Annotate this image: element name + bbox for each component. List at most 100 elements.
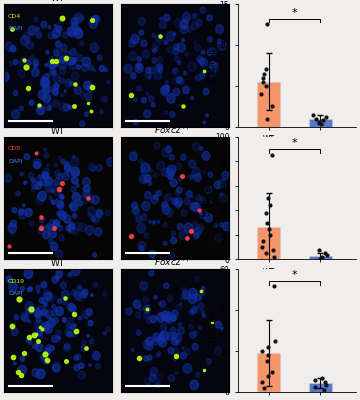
Circle shape [177, 43, 185, 52]
Circle shape [13, 362, 16, 365]
Circle shape [54, 24, 57, 27]
Circle shape [61, 93, 64, 97]
Circle shape [175, 163, 181, 170]
Circle shape [162, 148, 170, 157]
Circle shape [34, 58, 37, 61]
Circle shape [201, 58, 208, 67]
Circle shape [157, 374, 162, 381]
Circle shape [46, 310, 53, 319]
Circle shape [33, 60, 39, 66]
Circle shape [62, 172, 69, 180]
Circle shape [178, 78, 184, 84]
Circle shape [188, 294, 197, 304]
Circle shape [142, 174, 149, 182]
Circle shape [20, 356, 24, 361]
Circle shape [40, 217, 44, 223]
Circle shape [165, 315, 172, 323]
Circle shape [64, 164, 71, 172]
Circle shape [45, 64, 48, 66]
Circle shape [51, 242, 58, 251]
Circle shape [154, 142, 160, 149]
Circle shape [148, 76, 150, 78]
Circle shape [194, 276, 199, 281]
Circle shape [158, 42, 161, 46]
Circle shape [189, 288, 197, 298]
Circle shape [68, 303, 75, 311]
Circle shape [59, 56, 66, 63]
Circle shape [190, 203, 198, 211]
Title: $\it{Foxc2}^{+/-}$: $\it{Foxc2}^{+/-}$ [154, 0, 195, 3]
Circle shape [157, 161, 165, 170]
Circle shape [163, 316, 167, 320]
Circle shape [47, 224, 52, 230]
Circle shape [53, 222, 56, 225]
Circle shape [200, 73, 205, 78]
Circle shape [41, 323, 49, 332]
Circle shape [173, 348, 179, 355]
Circle shape [58, 226, 63, 231]
Circle shape [47, 86, 52, 92]
Circle shape [72, 176, 78, 184]
Circle shape [190, 380, 198, 390]
Circle shape [157, 191, 161, 196]
Circle shape [166, 169, 174, 178]
Circle shape [28, 306, 35, 314]
Circle shape [177, 187, 182, 193]
Circle shape [72, 58, 76, 62]
Circle shape [157, 56, 163, 62]
Circle shape [76, 65, 81, 69]
Circle shape [56, 330, 61, 336]
Circle shape [131, 348, 134, 352]
Circle shape [38, 90, 46, 99]
Text: *: * [292, 8, 297, 18]
Circle shape [45, 178, 51, 185]
Circle shape [178, 61, 181, 64]
Circle shape [163, 241, 167, 245]
Circle shape [171, 232, 175, 236]
Circle shape [69, 82, 72, 85]
Circle shape [208, 172, 213, 177]
Circle shape [102, 96, 107, 102]
Circle shape [157, 221, 160, 223]
Circle shape [222, 171, 229, 179]
Circle shape [53, 220, 60, 228]
Circle shape [48, 106, 51, 110]
Circle shape [145, 72, 151, 78]
Circle shape [192, 202, 200, 212]
Circle shape [152, 48, 156, 53]
Circle shape [84, 185, 90, 193]
Circle shape [202, 287, 205, 290]
Circle shape [216, 25, 224, 34]
Circle shape [46, 50, 49, 54]
Circle shape [87, 85, 93, 92]
Circle shape [168, 46, 174, 53]
Circle shape [93, 352, 100, 360]
Circle shape [59, 66, 66, 74]
Circle shape [12, 110, 20, 119]
Circle shape [144, 378, 150, 385]
Circle shape [152, 220, 156, 224]
Circle shape [79, 363, 84, 368]
Y-axis label: CD19/cell: CD19/cell [208, 310, 217, 351]
Circle shape [200, 212, 202, 215]
Circle shape [192, 307, 197, 313]
Circle shape [8, 223, 17, 233]
Circle shape [149, 96, 154, 102]
Circle shape [63, 104, 69, 111]
Circle shape [173, 32, 176, 35]
Circle shape [156, 354, 159, 358]
Circle shape [149, 70, 153, 75]
Circle shape [54, 163, 58, 167]
Circle shape [51, 335, 58, 342]
Circle shape [40, 78, 49, 88]
Circle shape [44, 325, 46, 328]
Circle shape [80, 41, 84, 46]
Circle shape [78, 201, 82, 206]
Circle shape [88, 195, 94, 202]
Circle shape [43, 94, 50, 102]
Circle shape [38, 105, 41, 109]
Circle shape [13, 90, 18, 96]
Circle shape [75, 292, 81, 300]
Circle shape [174, 44, 179, 50]
Circle shape [174, 56, 180, 62]
